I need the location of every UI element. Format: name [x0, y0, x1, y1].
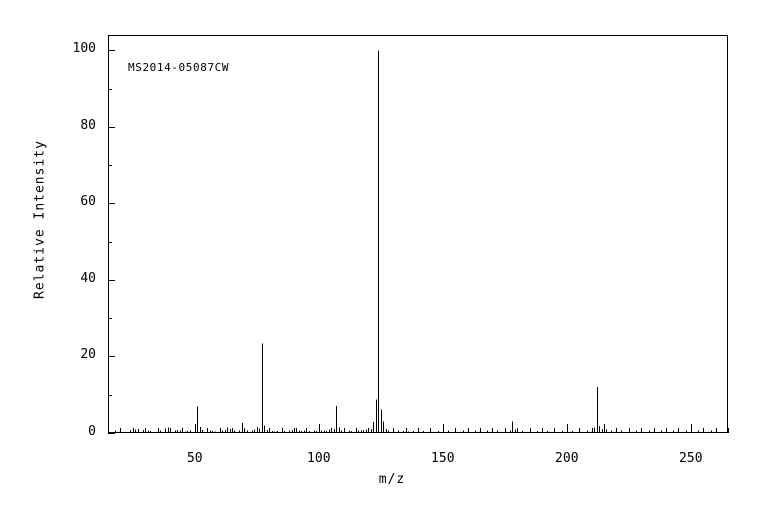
plot-area-frame	[108, 35, 728, 433]
x-tick-label: 50	[186, 451, 203, 466]
y-tick-label: 0	[88, 424, 96, 439]
x-tick-label: 250	[679, 451, 703, 466]
y-axis-major-ticks	[108, 50, 115, 434]
x-tick-label: 200	[555, 451, 579, 466]
y-tick-label: 20	[80, 347, 96, 363]
sample-id-label: MS2014-05087CW	[128, 61, 230, 74]
x-axis-title: m/z	[378, 472, 406, 487]
y-axis-title: Relative Intensity	[32, 140, 48, 299]
spectrum-peak-lines	[115, 50, 717, 433]
y-axis-minor-ticks	[108, 89, 112, 396]
y-tick-label: 60	[80, 194, 96, 210]
y-tick-label: 80	[80, 117, 96, 133]
x-tick-label: 100	[307, 451, 331, 466]
y-tick-label: 100	[72, 41, 96, 57]
y-tick-label: 40	[80, 270, 96, 286]
x-tick-label: 150	[431, 451, 455, 466]
